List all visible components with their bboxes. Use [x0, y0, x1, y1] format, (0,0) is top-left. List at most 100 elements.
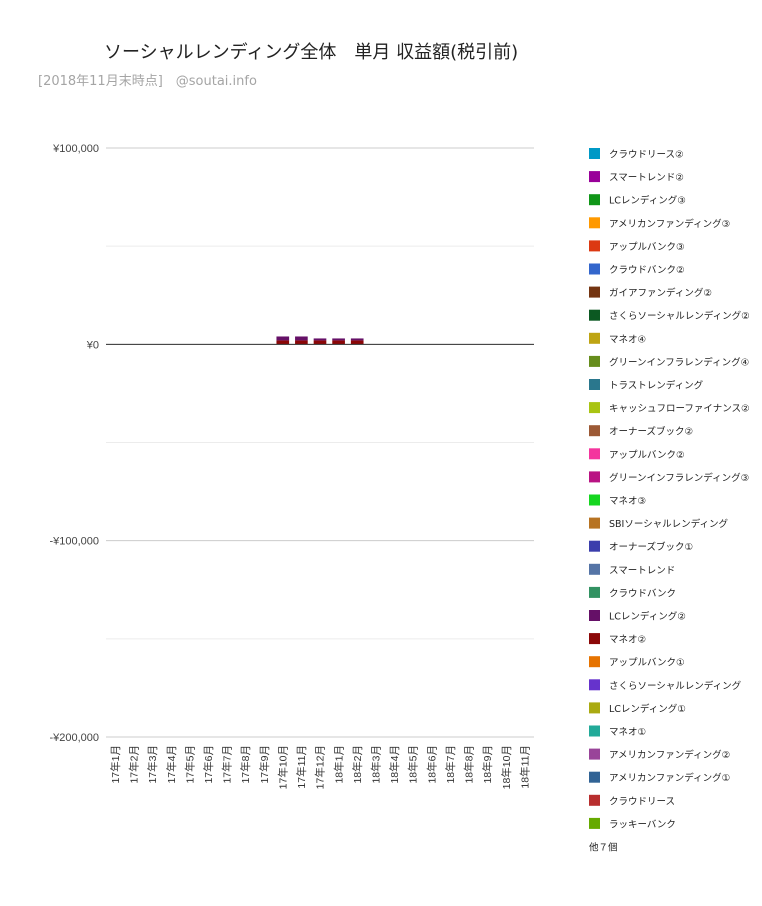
x-tick-label: 18年10月 — [500, 745, 513, 789]
legend-swatch — [589, 748, 600, 760]
legend-label: オーナーズブック② — [609, 426, 693, 438]
legend-label: LCレンディング① — [609, 703, 686, 715]
legend-label: マネオ③ — [609, 496, 646, 507]
legend-swatch — [589, 771, 600, 783]
chart-title: ソーシャルレンディング全体 単月 収益額(税引前) — [104, 42, 519, 63]
y-tick-labels: ¥100,000 ¥0 -¥100,000 -¥200,000 — [49, 143, 99, 744]
x-tick-label: 17年4月 — [165, 745, 178, 784]
legend-label: スマートレンド② — [609, 173, 684, 184]
legend-label: マネオ④ — [609, 334, 646, 345]
bar-segment — [276, 336, 290, 341]
bar-segment — [295, 340, 308, 345]
x-tick-label: 17年3月 — [146, 745, 159, 784]
x-tick-label: 18年11月 — [518, 745, 531, 789]
x-tick-label: 18年8月 — [463, 745, 476, 784]
legend-swatch — [589, 540, 600, 552]
legend-swatch — [589, 148, 600, 159]
bar-segment — [276, 340, 290, 345]
legend-swatch — [589, 610, 600, 621]
x-tick-label: 17年10月 — [276, 745, 289, 789]
bar-segment — [332, 338, 345, 341]
legend-swatch — [589, 817, 600, 829]
x-tick-label: 18年3月 — [370, 745, 383, 784]
legend-label: SBIソーシャルレンディング — [609, 518, 728, 530]
y-tick-label: -¥200,000 — [49, 732, 99, 744]
legend-swatch — [589, 425, 600, 437]
legend-swatch — [589, 586, 600, 598]
legend-label: ガイアファンディング② — [609, 287, 712, 299]
x-tick-label: 18年4月 — [388, 745, 401, 784]
legend-swatch — [589, 217, 600, 229]
legend-label: トラストレンディング — [609, 380, 704, 392]
legend-swatch — [589, 794, 600, 806]
legend-swatch — [589, 563, 600, 575]
legend-swatch — [589, 702, 600, 714]
bar-segment — [313, 338, 327, 341]
legend-swatch — [589, 517, 600, 529]
legend-swatch — [589, 171, 600, 183]
legend-more: 他７個 — [589, 842, 618, 854]
legend-label: さくらソーシャルレンディング — [609, 680, 742, 692]
x-tick-label: 18年6月 — [425, 745, 438, 784]
legend-label: アップルバンク① — [609, 658, 685, 669]
legend-label: クラウドバンク② — [609, 265, 685, 276]
legend-label: アメリカンファンディング② — [609, 749, 730, 761]
x-tick-label: 17年12月 — [314, 745, 327, 789]
legend-swatch — [589, 471, 600, 483]
legend-swatch — [589, 263, 600, 275]
legend-swatch — [589, 309, 600, 321]
bars-group — [276, 336, 364, 345]
legend-swatch — [589, 332, 600, 344]
legend-label: クラウドバンク — [609, 588, 676, 599]
chart-subtitle: [2018年11月末時点] @soutai.info — [38, 74, 257, 89]
x-tick-label: 17年6月 — [202, 745, 215, 784]
legend: クラウドリース② スマートレンド② LCレンディング③ アメリカンファンディング③ アッ… — [589, 148, 750, 854]
legend-label: アップルバンク② — [609, 450, 685, 461]
x-tick-label: 17年7月 — [221, 745, 234, 784]
y-tick-label: ¥100,000 — [52, 143, 99, 155]
legend-label: アメリカンファンディング③ — [609, 218, 730, 230]
legend-label: アメリカンファンディング① — [609, 772, 730, 784]
legend-swatch — [589, 656, 600, 668]
y-tick-label: -¥100,000 — [49, 536, 99, 548]
x-tick-label: 17年8月 — [239, 745, 252, 784]
legend-label: さくらソーシャルレンディング② — [609, 310, 750, 322]
x-tick-label: 17年11月 — [295, 745, 308, 789]
legend-label: キャッシュフローファイナンス② — [609, 404, 750, 415]
legend-swatch — [589, 194, 600, 206]
bar-segment — [350, 340, 364, 345]
legend-label: LCレンディング③ — [609, 195, 686, 207]
x-tick-label: 18年2月 — [351, 745, 364, 784]
y-tick-label: ¥0 — [86, 339, 99, 351]
legend-swatch — [589, 633, 600, 645]
legend-swatch — [589, 355, 600, 367]
legend-swatch — [589, 286, 600, 298]
legend-label: アップルバンク③ — [609, 242, 685, 253]
legend-label: オーナーズブック① — [609, 541, 693, 553]
legend-label: グリーンインフラレンディング④ — [609, 356, 749, 368]
x-tick-label: 17年2月 — [128, 745, 141, 784]
legend-label: クラウドリース② — [609, 150, 684, 161]
legend-swatch — [589, 240, 600, 252]
x-tick-label: 17年9月 — [258, 745, 271, 784]
legend-swatch — [589, 379, 600, 390]
legend-label: グリーンインフラレンディング③ — [609, 472, 749, 484]
legend-label: ラッキーバンク — [609, 819, 676, 830]
bar-segment — [313, 340, 327, 345]
x-tick-label: 17年5月 — [183, 745, 196, 784]
legend-label: LCレンディング② — [609, 611, 686, 623]
bar-segment — [295, 336, 308, 341]
x-tick-labels: 17年1月 17年2月 17年3月 17年4月 17年5月 17年6月 17年7月 17年8月… — [109, 745, 531, 789]
x-tick-label: 18年1月 — [332, 745, 345, 784]
legend-label: マネオ② — [609, 635, 646, 646]
legend-label: クラウドリース — [609, 796, 675, 807]
bar-segment — [332, 340, 345, 345]
x-tick-label: 18年5月 — [407, 745, 420, 784]
legend-swatch — [589, 679, 600, 691]
legend-swatch — [589, 494, 600, 506]
legend-swatch — [589, 402, 600, 414]
grid-lines — [106, 147, 534, 738]
bar-segment — [350, 338, 364, 341]
legend-swatch — [589, 448, 600, 460]
